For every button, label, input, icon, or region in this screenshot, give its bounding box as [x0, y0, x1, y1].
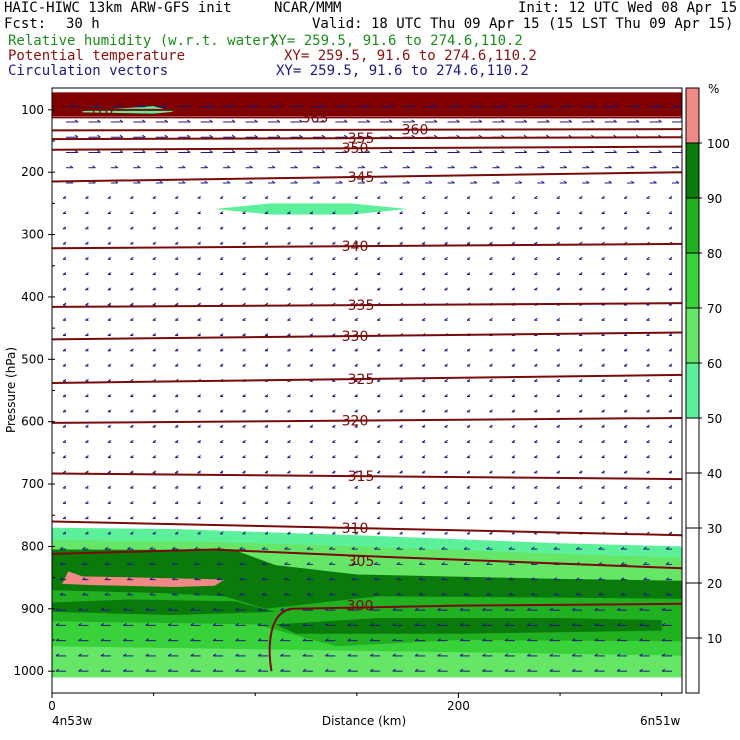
rh-region-supersat [62, 571, 225, 587]
theta-label-350: 350 [342, 141, 369, 157]
theta-label-370: 370 [87, 103, 114, 119]
x-start-label: 4n53w [52, 714, 93, 728]
x-tick-0: 0 [48, 699, 56, 713]
theta-label-315: 315 [348, 469, 375, 485]
theta-contour-315 [52, 472, 682, 481]
y-tick-500: 500 [21, 352, 44, 366]
theta-contour-340 [52, 242, 682, 250]
y-tick-1000: 1000 [13, 664, 44, 678]
theta-contour-320 [52, 416, 682, 424]
x-tick-200: 200 [447, 699, 470, 713]
model-title: HAIC-HIWC 13km ARW-GFS init [4, 0, 232, 16]
rh-core-west [52, 599, 276, 616]
theta-label-310: 310 [342, 521, 369, 537]
colorbar-fill-90 [686, 143, 699, 198]
y-tick-100: 100 [21, 103, 44, 117]
colorbar-fill-100 [686, 88, 699, 143]
colorbar-fill-60 [686, 308, 699, 363]
y-tick-900: 900 [21, 602, 44, 616]
colorbar-unit: % [708, 82, 719, 96]
fcst-label: Fcst: [4, 16, 47, 32]
colorbar-level-90: 90 [707, 192, 722, 206]
colorbar-fill-80 [686, 198, 699, 253]
field-name-rh: Relative humidity (w.r.t. water) [8, 33, 278, 49]
colorbar-level-60: 60 [707, 357, 722, 371]
theta-label-360: 360 [402, 123, 429, 139]
rh-region-moist-lens [214, 203, 408, 215]
y-tick-300: 300 [21, 228, 44, 242]
colorbar-level-10: 10 [707, 632, 722, 646]
field-name-vectors: Circulation vectors [8, 63, 169, 79]
x-axis-label: Distance (km) [322, 714, 406, 728]
colorbar-level-40: 40 [707, 467, 722, 481]
theta-contour-345 [52, 171, 682, 183]
valid-time: Valid: 18 UTC Thu 09 Apr 15 (15 LST Thu … [312, 16, 734, 32]
theta-label-320: 320 [342, 414, 369, 430]
rh-band-low-5 [52, 646, 682, 677]
theta-contour-325 [52, 373, 682, 385]
theta-label-335: 335 [348, 298, 375, 314]
field-xy-theta: XY= 259.5, 91.6 to 274.6,110.2 [284, 48, 537, 64]
y-axis-label: Pressure (hPa) [4, 347, 18, 433]
x-end-label: 6n51w [640, 714, 681, 728]
theta-contour-310 [52, 520, 682, 537]
theta-contour-330 [52, 331, 682, 341]
theta-label-305: 305 [348, 554, 375, 570]
colorbar-level-20: 20 [707, 577, 722, 591]
y-tick-400: 400 [21, 290, 44, 304]
init-time: Init: 12 UTC Wed 08 Apr 15 [518, 0, 738, 16]
colorbar-level-80: 80 [707, 247, 722, 261]
colorbar-level-100: 100 [707, 137, 730, 151]
y-tick-200: 200 [21, 165, 44, 179]
colorbar-level-50: 50 [707, 412, 722, 426]
y-tick-700: 700 [21, 477, 44, 491]
theta-label-340: 340 [342, 239, 369, 255]
y-tick-600: 600 [21, 415, 44, 429]
theta-label-355: 355 [348, 131, 375, 147]
colorbar-frame [685, 87, 700, 694]
theta-contour-350 [52, 145, 682, 151]
theta-contour-300 [268, 602, 682, 672]
theta-contour-335 [52, 302, 682, 308]
theta-label-365: 365 [302, 110, 329, 126]
field-xy-vectors: XY= 259.5, 91.6 to 274.6,110.2 [276, 63, 529, 79]
y-tick-800: 800 [21, 539, 44, 553]
colorbar-level-70: 70 [707, 302, 722, 316]
theta-label-345: 345 [348, 170, 375, 186]
theta-label-325: 325 [348, 372, 375, 388]
rh-core-low [275, 618, 662, 634]
theta-contour-355 [52, 136, 682, 141]
fcst-value: 30 h [66, 16, 100, 32]
colorbar-fill-70 [686, 253, 699, 308]
theta-label-300: 300 [347, 599, 374, 615]
colorbar-level-30: 30 [707, 522, 722, 536]
org-label: NCAR/MMM [274, 0, 342, 16]
theta-label-330: 330 [342, 329, 369, 345]
field-xy-rh: XY= 259.5, 91.6 to 274.6,110.2 [270, 33, 523, 49]
field-name-theta: Potential temperature [8, 48, 186, 64]
theta-contour-305 [52, 548, 682, 570]
colorbar-fill-50 [686, 363, 699, 418]
theta-contour-360 [52, 128, 682, 132]
